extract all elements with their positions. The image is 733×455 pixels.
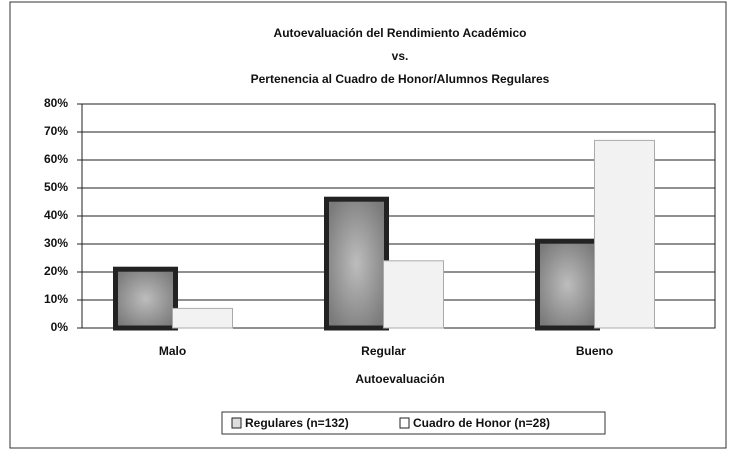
y-tick-label: 50% [44,180,68,194]
y-tick-label: 30% [44,236,68,250]
legend-label: Regulares (n=132) [245,416,349,430]
chart-title: Autoevaluación del Rendimiento Académico [274,26,527,40]
bar [383,260,444,329]
legend-swatch [399,417,410,429]
y-tick-label: 40% [44,208,68,222]
bar [172,307,233,329]
y-tick-label: 80% [44,96,68,110]
x-tick-label: Bueno [576,344,613,358]
y-tick-label: 20% [44,264,68,278]
legend-box [221,411,606,435]
bar [535,238,600,331]
x-tick-label: Regular [361,344,406,358]
legend-swatch [231,417,242,429]
chart-title: vs. [392,49,409,63]
y-tick-label: 10% [44,292,68,306]
y-tick-label: 0% [51,320,69,334]
legend-label: Cuadro de Honor (n=28) [413,416,550,430]
x-axis-title: Autoevaluación [355,372,444,386]
x-tick-label: Malo [159,344,186,358]
chart-title: Pertenencia al Cuadro de Honor/Alumnos R… [251,72,550,86]
y-tick-label: 60% [44,152,68,166]
bar [324,196,389,331]
bar [113,266,178,331]
y-tick-label: 70% [44,124,68,138]
bar [594,139,655,329]
